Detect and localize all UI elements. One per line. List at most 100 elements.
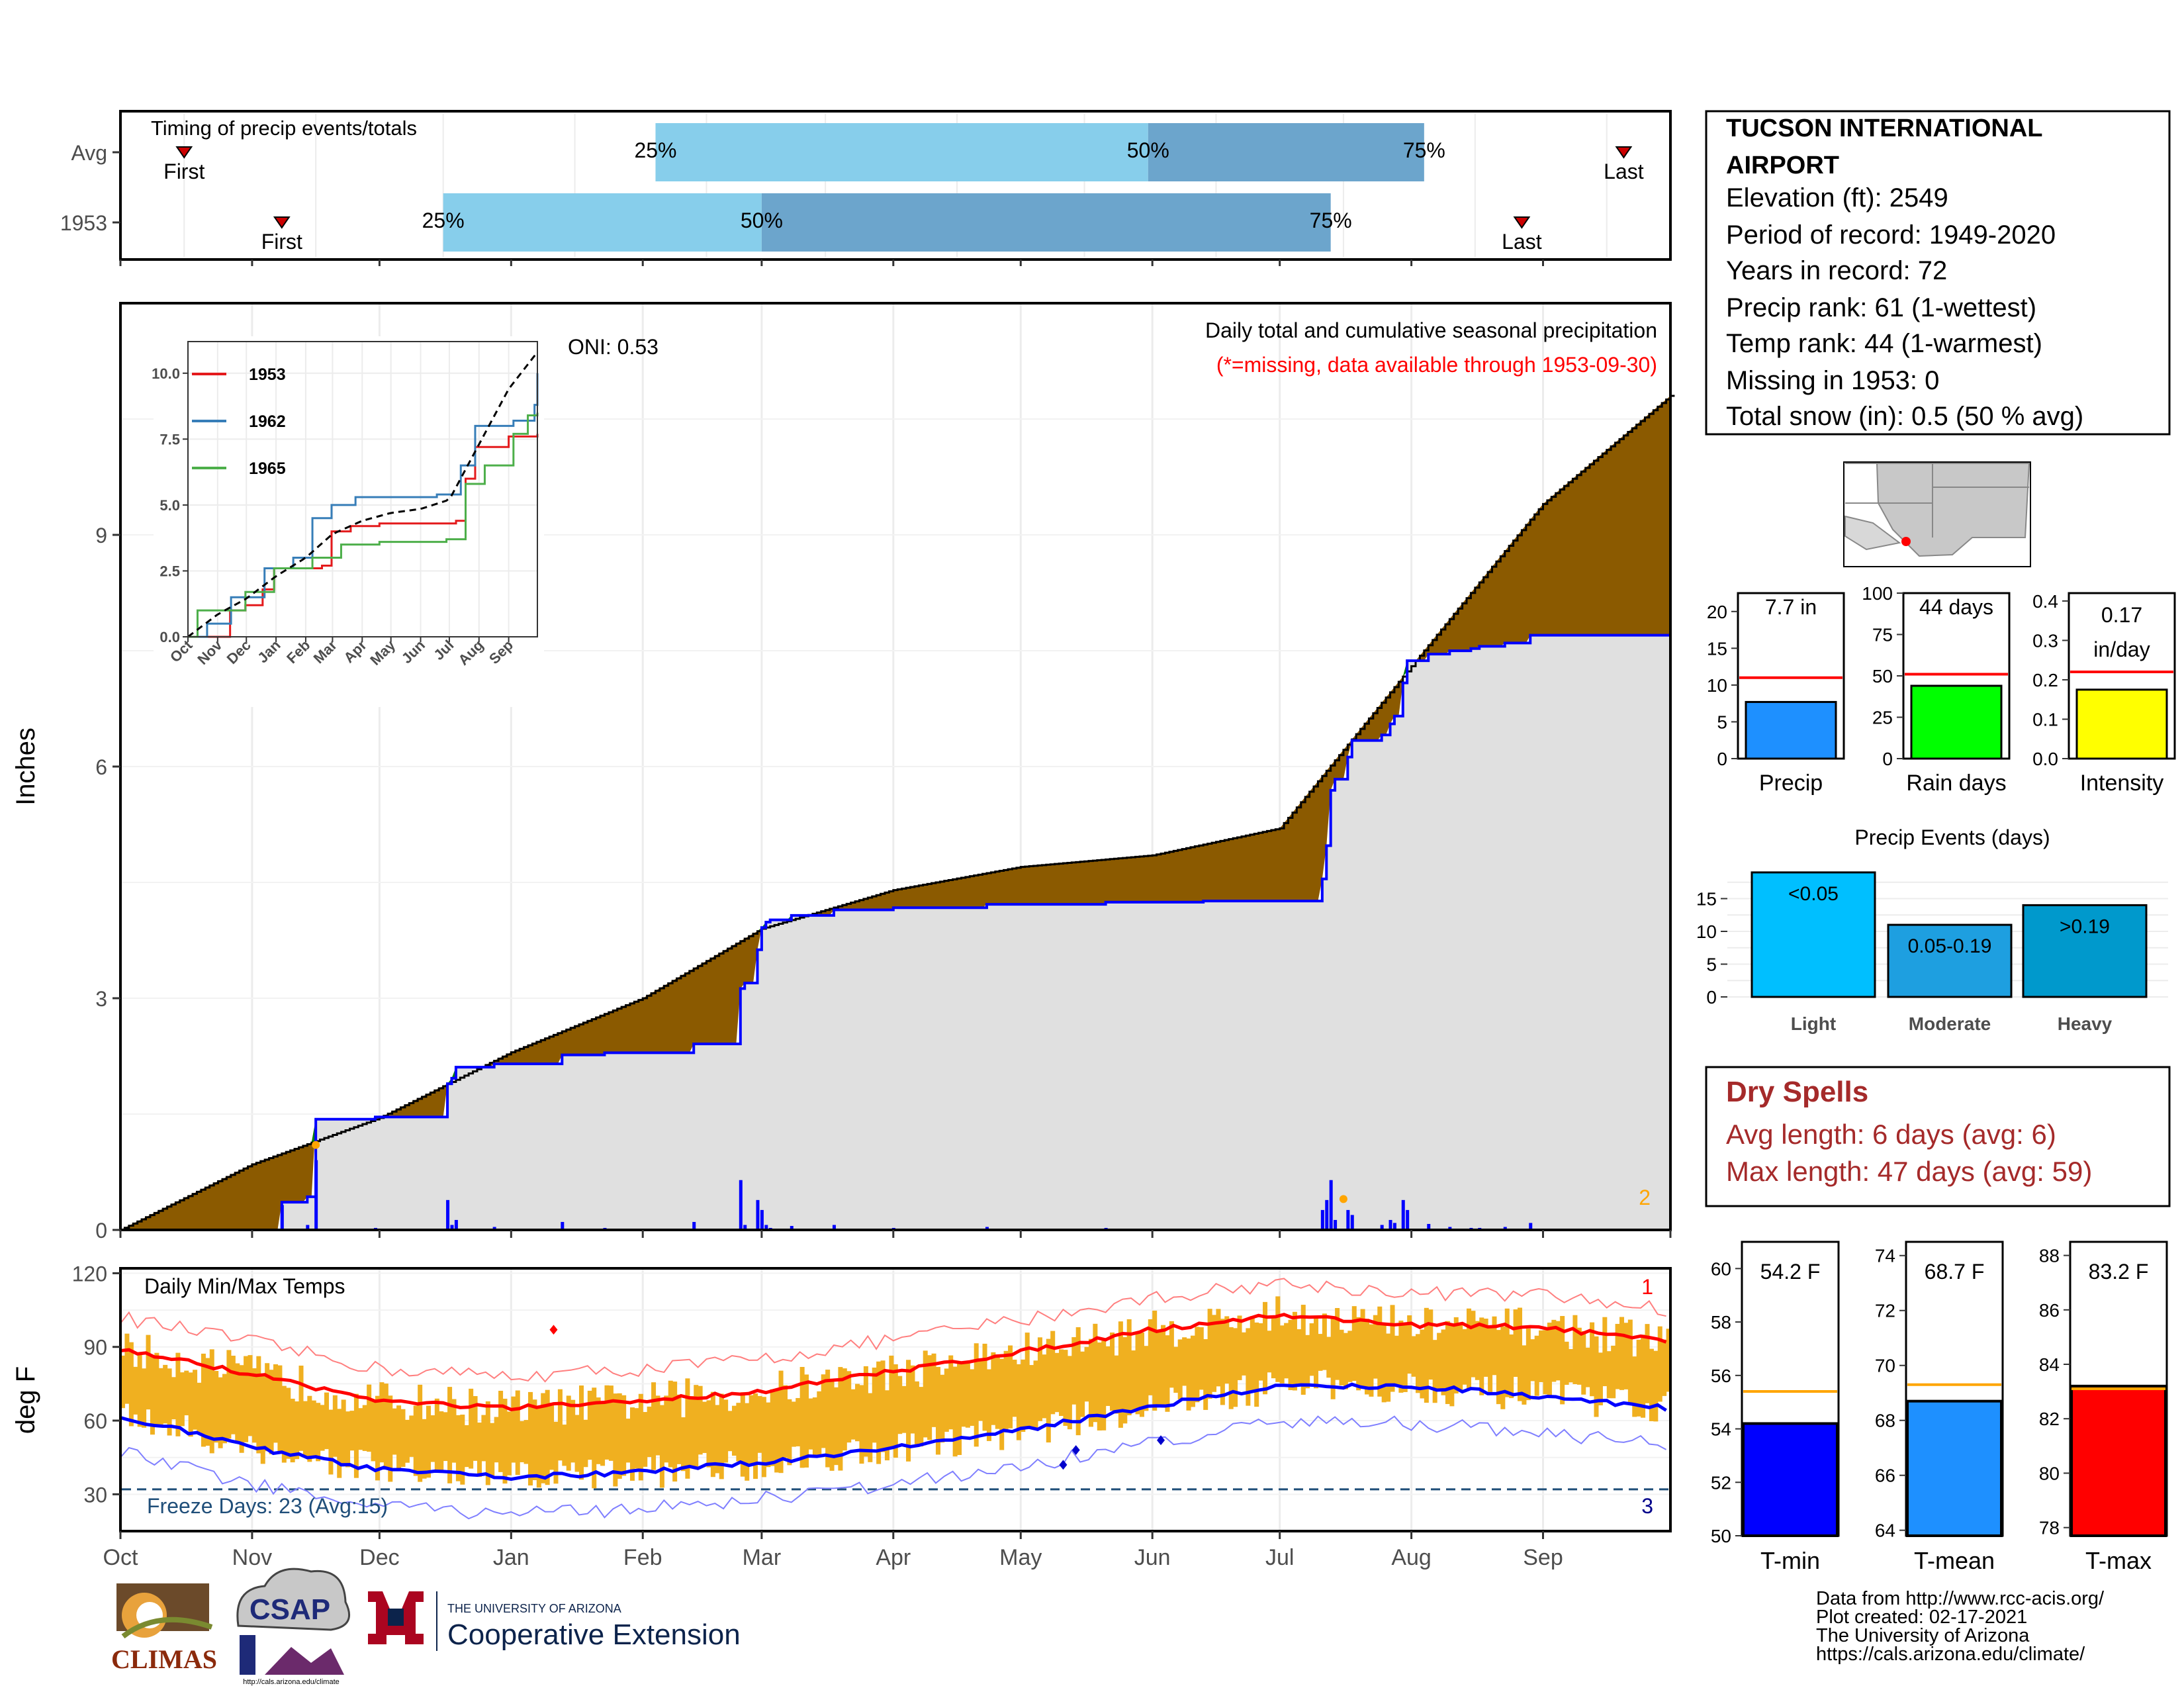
daily-temp-bar [1581, 1331, 1586, 1395]
precip-daily-bar [1346, 1209, 1350, 1230]
daily-temp-bar [1199, 1327, 1204, 1390]
dry-spells-panel: Dry Spells Avg length: 6 days (avg: 6) M… [1705, 1066, 2171, 1207]
inset-ytick-label: 7.5 [159, 431, 180, 447]
record-low-marker [1071, 1445, 1080, 1455]
daily-temp-bar [1156, 1331, 1161, 1406]
precip-daily-bar [764, 1225, 768, 1230]
daily-temp-bar [596, 1397, 601, 1464]
daily-temp-bar [1416, 1334, 1421, 1393]
daily-temp-bar [341, 1399, 346, 1467]
temp-bar-ytick-label: 54 [1711, 1419, 1731, 1440]
ua-logo: THE UNIVERSITY OF ARIZONA Cooperative Ex… [368, 1591, 741, 1651]
daily-temp-bar [1122, 1336, 1128, 1424]
daily-temp-bar [782, 1385, 788, 1458]
daily-temp-bar [749, 1395, 754, 1464]
avg-max-temp-line [120, 1313, 1667, 1411]
daily-temp-bar [1585, 1347, 1590, 1387]
daily-temp-bar [638, 1393, 643, 1481]
daily-temp-bar [833, 1387, 839, 1466]
daily-temp-bar [1653, 1350, 1659, 1422]
daily-temp-bar [490, 1423, 495, 1476]
temperature-bar-charts: 50 52 54 56 58 60 54.2 F T-min 64 66 68 70 72 74 68.7 … [1711, 1241, 2168, 1574]
daily-temp-bar [1105, 1346, 1111, 1406]
daily-temp-bar [753, 1393, 758, 1479]
precip-daily-bar [832, 1225, 836, 1230]
daily-temp-bar [175, 1352, 181, 1436]
station-info-panel: TUCSON INTERNATIONAL AIRPORT Elevation (… [1705, 110, 2171, 436]
daily-temp-bar [1254, 1322, 1259, 1407]
daily-temp-bar [1522, 1345, 1527, 1405]
daily-temp-bar [880, 1360, 886, 1452]
daily-temp-bar [884, 1390, 889, 1461]
daily-temp-bar [358, 1408, 363, 1450]
daily-temp-bar [1042, 1354, 1047, 1419]
events-ytick-label: 15 [1696, 889, 1717, 910]
daily-temp-bar [863, 1366, 868, 1457]
daily-temp-bar [1471, 1311, 1476, 1378]
daily-temp-bar [1347, 1331, 1353, 1382]
daily-temp-bar [651, 1382, 657, 1470]
timing-row-1953-label: 1953 [60, 211, 107, 235]
daily-temp-bar [1050, 1331, 1056, 1415]
daily-temp-bar [1606, 1351, 1612, 1399]
daily-temp-bar [685, 1378, 690, 1479]
daily-temp-bar [634, 1408, 639, 1469]
daily-temp-bar [230, 1355, 236, 1434]
daily-temp-bar [587, 1390, 592, 1460]
record-high-marker [549, 1325, 558, 1335]
daily-temp-bar [455, 1415, 461, 1481]
dry-spells-max: Max length: 47 days (avg: 59) [1726, 1156, 2092, 1187]
daily-temp-bar [1190, 1335, 1195, 1407]
daily-temp-bar [1356, 1317, 1361, 1391]
temp-bar-ytick-label: 68 [1875, 1411, 1895, 1431]
daily-temp-bar [1445, 1321, 1450, 1405]
events-bar [1887, 923, 2013, 998]
temp-bar-ytick-label: 60 [1711, 1258, 1731, 1279]
daily-temp-bar [137, 1354, 142, 1427]
events-title: Precip Events (days) [1854, 825, 2050, 849]
last-event-marker [1615, 146, 1633, 159]
temp-bar-ytick-label: 64 [1875, 1521, 1895, 1541]
events-bar-label: >0.19 [2060, 915, 2110, 937]
precip-daily-bar [1401, 1199, 1405, 1230]
daily-temp-bar [439, 1411, 444, 1473]
precip-daily-bar [743, 1225, 747, 1230]
daily-temp-bar [269, 1370, 274, 1454]
daily-temp-bar [1525, 1328, 1531, 1401]
daily-temp-bar [719, 1393, 724, 1479]
daily-temp-bar [952, 1366, 958, 1457]
daily-temp-bar [910, 1365, 915, 1434]
daily-temp-bar [1139, 1333, 1144, 1417]
daily-temp-bar [1615, 1323, 1620, 1389]
daily-temp-bar [277, 1365, 283, 1454]
inset-legend-label: 1962 [249, 412, 286, 431]
daily-temp-bar [464, 1425, 469, 1468]
daily-temp-bar [226, 1350, 232, 1439]
daily-temp-bar [388, 1395, 393, 1482]
inset-avg-line [187, 352, 539, 638]
daily-temp-bar [1314, 1318, 1319, 1389]
last-event-label: Last [1502, 230, 1542, 254]
daily-temp-bar [1305, 1335, 1310, 1389]
small-bar-value-label: 0.17 [2101, 603, 2142, 627]
daily-temp-bar [1067, 1356, 1072, 1430]
daily-temp-bar [897, 1376, 903, 1434]
timing-p50-label: 50% [741, 209, 783, 232]
daily-temp-bar [1462, 1329, 1467, 1385]
daily-temp-bar [120, 1355, 126, 1409]
month-label: Jun [1134, 1545, 1171, 1570]
daily-temp-bar [592, 1387, 597, 1489]
daily-temp-bar [1513, 1309, 1518, 1377]
snow-marker [1339, 1195, 1347, 1203]
daily-temp-bar [625, 1419, 631, 1463]
daily-temp-bar [970, 1369, 975, 1426]
daily-temp-bar [604, 1385, 610, 1460]
precip-daily-bar [1350, 1215, 1354, 1230]
precip-daily-bar [1334, 1219, 1338, 1230]
daily-temp-bar [205, 1358, 210, 1446]
month-label: Dec [359, 1545, 399, 1570]
daily-temp-bar [1246, 1328, 1251, 1406]
temp-bar-ytick-label: 66 [1875, 1466, 1895, 1486]
daily-temp-bar [1284, 1323, 1289, 1379]
daily-temp-bar [332, 1395, 338, 1457]
